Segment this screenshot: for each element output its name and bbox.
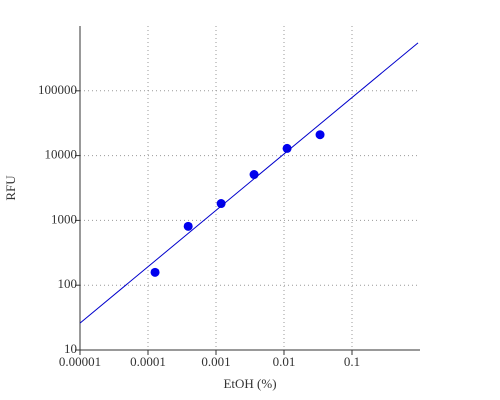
y-tick-label: 100 [58,276,78,291]
x-tick-label: 0.1 [344,354,360,369]
fit-line [79,42,419,324]
data-point [150,267,160,277]
x-tick-label: 0.001 [201,354,230,369]
data-point [216,199,226,209]
data-point [282,143,292,153]
y-axis-title: RFU [3,175,18,201]
x-axis-title: EtOH (%) [223,376,276,391]
y-tick-label: 10 [64,341,77,356]
data-point [315,130,325,140]
data-point [183,221,193,231]
y-tick-label: 10000 [45,147,78,162]
x-tick-label: 0.00001 [59,354,101,369]
x-tick-label: 0.0001 [130,354,166,369]
y-tick-label: 1000 [51,211,77,226]
y-tick-label: 100000 [38,82,77,97]
data-point [249,170,259,180]
x-tick-label: 0.01 [273,354,296,369]
